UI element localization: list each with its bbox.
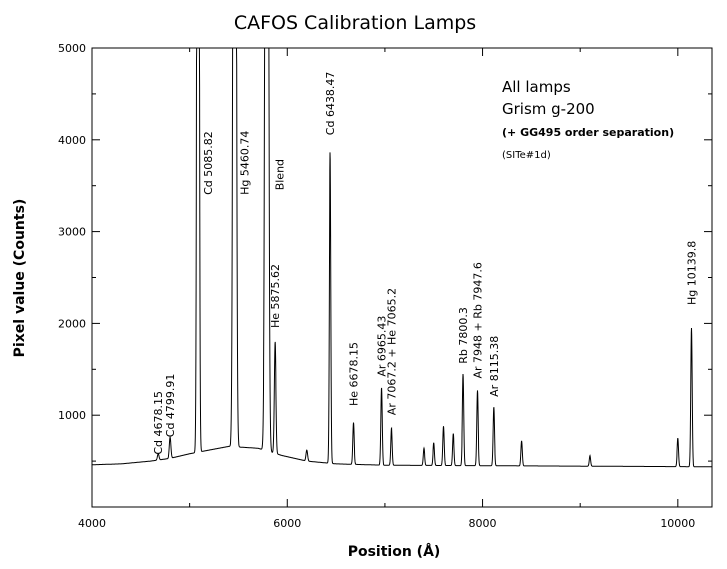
line-label: Ar 7948 + Rb 7947.6	[471, 262, 484, 378]
x-tick-label: 10000	[660, 517, 695, 530]
spectrum-line	[92, 47, 712, 468]
y-tick-label: 1000	[58, 409, 86, 422]
line-label: Cd 6438.47	[324, 72, 337, 136]
lamp-notes: All lamps Grism g-200 (+ GG495 order sep…	[502, 78, 674, 161]
x-axis: 4000 6000 8000 10000	[78, 48, 695, 530]
note-order-separation: (+ GG495 order separation)	[502, 126, 674, 139]
y-tick-label: 4000	[58, 134, 86, 147]
x-tick-label: 6000	[273, 517, 301, 530]
line-label: Hg 10139.8	[685, 241, 698, 305]
chart-title: CAFOS Calibration Lamps	[234, 12, 476, 34]
y-tick-label: 2000	[58, 317, 86, 330]
y-axis: 1000 2000 3000 4000 5000	[58, 42, 712, 462]
line-label: Cd 4799.91	[164, 374, 177, 438]
y-axis-label: Pixel value (Counts)	[12, 199, 28, 358]
plot-frame	[91, 47, 713, 508]
line-label: Cd 4678.15	[152, 391, 165, 455]
line-label: Cd 5085.82	[202, 131, 215, 195]
x-tick-label: 8000	[469, 517, 497, 530]
line-label: Blend	[274, 159, 287, 190]
note-detector: (SITe#1d)	[502, 150, 551, 161]
note-all-lamps: All lamps	[502, 78, 571, 96]
line-label: Hg 5460.74	[239, 131, 252, 195]
line-label: He 5875.62	[269, 264, 282, 328]
x-tick-label: 4000	[78, 517, 106, 530]
y-tick-label: 5000	[58, 42, 86, 55]
note-grism: Grism g-200	[502, 100, 595, 118]
y-tick-label: 3000	[58, 226, 86, 239]
x-axis-label: Position (Å)	[348, 543, 441, 560]
line-label: Ar 6965.43	[376, 316, 389, 377]
line-label: Ar 7067.2 + He 7065.2	[385, 288, 398, 415]
spectrum-series	[92, 47, 712, 468]
line-label: Ar 8115.38	[488, 336, 501, 397]
line-label: He 6678.15	[347, 342, 360, 406]
line-label: Rb 7800.3	[457, 307, 470, 364]
